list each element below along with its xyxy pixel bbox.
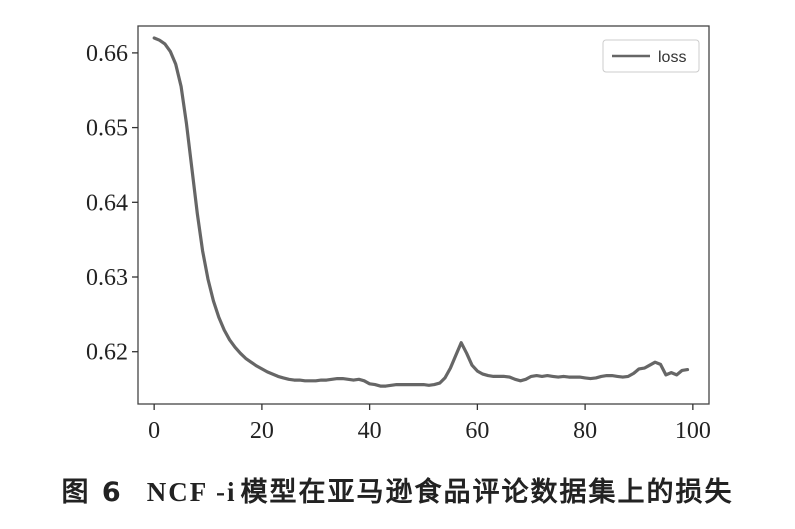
series-layer [152,36,690,388]
x-tick-label: 0 [148,418,160,444]
plot-area [137,25,710,405]
legend-label-loss: loss [658,49,686,66]
y-tick-label: 0.64 [86,190,128,216]
y-tick-label: 0.65 [86,116,128,142]
x-tick-label: 100 [675,418,711,444]
legend: loss [602,39,700,73]
loss-chart: 0 20 40 60 80 100 0.62 0.63 0.64 0.65 0.66 loss [86,25,711,444]
x-tick-label: 40 [358,418,382,444]
x-tick-label: 20 [250,418,274,444]
x-axis: 0 20 40 60 80 100 [148,404,711,444]
series-line-loss [152,36,690,388]
figure-caption: 图 6 NCF -i 模型在亚马逊食品评论数据集上的损失 [0,470,795,509]
caption-text: 模型在亚马逊食品评论数据集上的损失 [240,477,734,508]
y-tick-label: 0.62 [86,340,128,366]
x-tick-label: 80 [573,418,597,444]
figure-number: 图 6 [61,477,123,508]
x-tick-label: 60 [465,418,489,444]
y-tick-label: 0.63 [86,265,128,291]
legend-box [602,39,700,73]
y-tick-label: 0.66 [86,41,128,67]
model-name: NCF -i [146,477,237,507]
y-axis: 0.62 0.63 0.64 0.65 0.66 [86,41,138,366]
